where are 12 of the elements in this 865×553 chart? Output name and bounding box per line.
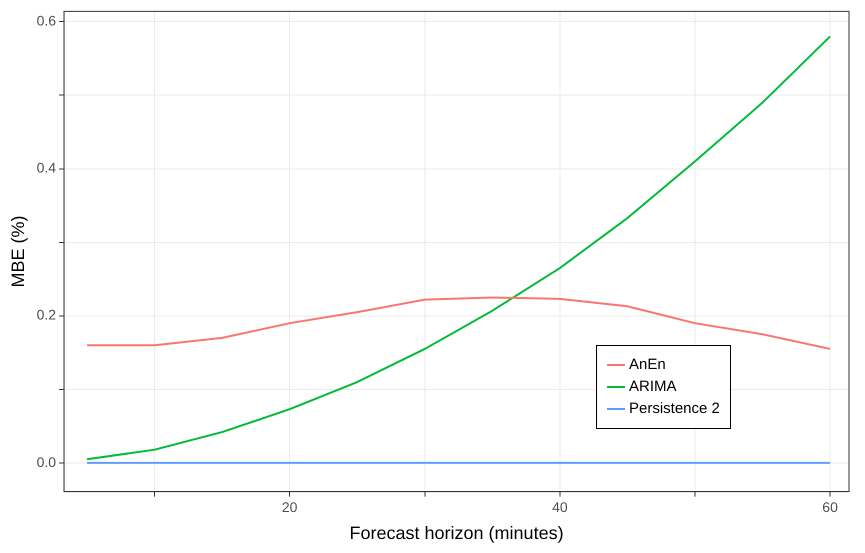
legend-label: Persistence 2	[629, 399, 720, 419]
x-tick-label: 60	[822, 498, 838, 515]
y-tick-label: 0.6	[36, 12, 56, 29]
x-tick-label: 40	[552, 498, 568, 515]
y-tick-label: 0.2	[36, 306, 56, 323]
text: 0.0	[36, 454, 56, 470]
x-tick-label: 20	[282, 498, 298, 515]
y-axis-title: MBE (%)	[8, 216, 28, 288]
x-axis-title: Forecast horizon (minutes)	[349, 523, 564, 544]
legend-label: AnEn	[629, 355, 666, 375]
legend-label: ARIMA	[629, 377, 677, 397]
y-tick-label: 0.4	[36, 160, 56, 176]
